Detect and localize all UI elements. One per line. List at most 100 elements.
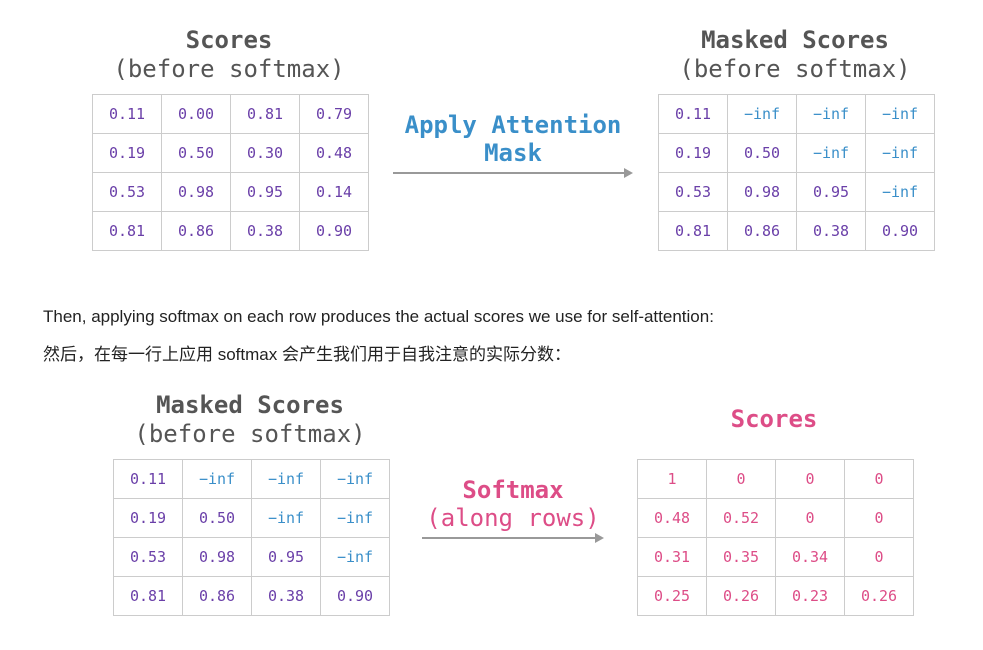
matrix-cell: −inf bbox=[727, 94, 797, 134]
matrix-cell: 0 bbox=[706, 459, 776, 499]
caption-chinese: 然后，在每一行上应用 softmax 会产生我们用于自我注意的实际分数： bbox=[43, 345, 571, 364]
matrix-cell: 0.38 bbox=[796, 211, 866, 251]
matrix-cell: 0.11 bbox=[658, 94, 728, 134]
apply-attention-mask-label: Apply Attention Mask bbox=[383, 111, 643, 167]
top-left-title-text: Scores bbox=[185, 26, 273, 54]
bottom-softmax-scores-matrix: 1 0 0 0 0.48 0.52 0 0 0.31 0.35 0.34 0 0.25 0.26 0.23 0… bbox=[637, 459, 914, 616]
matrix-cell: 0.38 bbox=[251, 576, 321, 616]
matrix-cell: 0.86 bbox=[161, 211, 231, 251]
matrix-cell: 0.53 bbox=[113, 537, 183, 577]
matrix-row: 0.53 0.98 0.95 −inf bbox=[113, 537, 390, 577]
matrix-cell: 0.98 bbox=[727, 172, 797, 212]
top-right-subtitle: (before softmax) bbox=[679, 55, 911, 83]
matrix-cell: 0.98 bbox=[161, 172, 231, 212]
matrix-cell: −inf bbox=[796, 133, 866, 173]
matrix-cell: −inf bbox=[865, 172, 935, 212]
matrix-row: 0.48 0.52 0 0 bbox=[637, 498, 914, 538]
matrix-cell: 0.90 bbox=[299, 211, 369, 251]
matrix-cell: 0.26 bbox=[706, 576, 776, 616]
matrix-cell: −inf bbox=[320, 537, 390, 577]
matrix-cell: 0.26 bbox=[844, 576, 914, 616]
bottom-arrow bbox=[422, 533, 604, 543]
matrix-cell: 0.81 bbox=[230, 94, 300, 134]
softmax-line2: (along rows) bbox=[426, 504, 600, 532]
matrix-cell: 0.53 bbox=[92, 172, 162, 212]
matrix-cell: 0.50 bbox=[727, 133, 797, 173]
matrix-row: 0.19 0.50 −inf −inf bbox=[113, 498, 390, 538]
matrix-cell: 0.79 bbox=[299, 94, 369, 134]
caption-english: Then, applying softmax on each row produ… bbox=[43, 307, 714, 326]
softmax-label: Softmax (along rows) bbox=[403, 476, 623, 532]
matrix-row: 0.53 0.98 0.95 0.14 bbox=[92, 172, 369, 212]
matrix-cell: −inf bbox=[251, 498, 321, 538]
matrix-cell: 0.48 bbox=[299, 133, 369, 173]
matrix-row: 0.11 −inf −inf −inf bbox=[113, 459, 390, 499]
matrix-cell: 0.48 bbox=[637, 498, 707, 538]
matrix-row: 0.53 0.98 0.95 −inf bbox=[658, 172, 935, 212]
top-right-title-text: Masked Scores bbox=[701, 26, 889, 54]
bottom-left-title-text: Masked Scores bbox=[156, 391, 344, 419]
matrix-cell: −inf bbox=[865, 94, 935, 134]
matrix-cell: 0.14 bbox=[299, 172, 369, 212]
matrix-cell: 0.53 bbox=[658, 172, 728, 212]
matrix-cell: 0.34 bbox=[775, 537, 845, 577]
matrix-cell: 0 bbox=[775, 459, 845, 499]
matrix-cell: 0.81 bbox=[113, 576, 183, 616]
matrix-cell: 0.95 bbox=[230, 172, 300, 212]
matrix-cell: 0.81 bbox=[92, 211, 162, 251]
bottom-left-title: Masked Scores (before softmax) bbox=[113, 391, 387, 449]
matrix-cell: 0 bbox=[844, 537, 914, 577]
matrix-cell: 0 bbox=[844, 459, 914, 499]
matrix-cell: 0.25 bbox=[637, 576, 707, 616]
matrix-cell: 0.90 bbox=[320, 576, 390, 616]
matrix-cell: 0.90 bbox=[865, 211, 935, 251]
matrix-cell: 0.19 bbox=[113, 498, 183, 538]
top-left-subtitle: (before softmax) bbox=[113, 55, 345, 83]
matrix-cell: 0.38 bbox=[230, 211, 300, 251]
matrix-cell: 0 bbox=[844, 498, 914, 538]
matrix-cell: 0.00 bbox=[161, 94, 231, 134]
matrix-cell: 0.11 bbox=[113, 459, 183, 499]
matrix-cell: −inf bbox=[182, 459, 252, 499]
matrix-cell: −inf bbox=[865, 133, 935, 173]
softmax-line1: Softmax bbox=[462, 476, 564, 504]
top-arrow bbox=[393, 168, 633, 178]
bottom-right-title: Scores bbox=[637, 405, 911, 434]
matrix-cell: 0.50 bbox=[161, 133, 231, 173]
matrix-row: 0.11 0.00 0.81 0.79 bbox=[92, 94, 369, 134]
matrix-cell: 0.11 bbox=[92, 94, 162, 134]
matrix-cell: 0.81 bbox=[658, 211, 728, 251]
matrix-cell: 1 bbox=[637, 459, 707, 499]
apply-attention-mask-line2: Mask bbox=[484, 139, 542, 167]
matrix-cell: 0.98 bbox=[182, 537, 252, 577]
matrix-cell: 0.19 bbox=[658, 133, 728, 173]
matrix-cell: −inf bbox=[796, 94, 866, 134]
matrix-row: 0.31 0.35 0.34 0 bbox=[637, 537, 914, 577]
matrix-row: 0.25 0.26 0.23 0.26 bbox=[637, 576, 914, 616]
matrix-row: 0.81 0.86 0.38 0.90 bbox=[113, 576, 390, 616]
matrix-cell: 0.19 bbox=[92, 133, 162, 173]
matrix-cell: 0.95 bbox=[796, 172, 866, 212]
matrix-row: 0.81 0.86 0.38 0.90 bbox=[92, 211, 369, 251]
top-scores-matrix: 0.11 0.00 0.81 0.79 0.19 0.50 0.30 0.48 0.53 0.98… bbox=[92, 94, 369, 251]
matrix-row: 0.11 −inf −inf −inf bbox=[658, 94, 935, 134]
matrix-cell: 0.50 bbox=[182, 498, 252, 538]
matrix-cell: −inf bbox=[320, 459, 390, 499]
top-right-title: Masked Scores (before softmax) bbox=[658, 26, 932, 84]
matrix-row: 0.19 0.50 0.30 0.48 bbox=[92, 133, 369, 173]
matrix-cell: 0 bbox=[775, 498, 845, 538]
top-masked-scores-matrix: 0.11 −inf −inf −inf 0.19 0.50 −inf −inf 0.53 0.98… bbox=[658, 94, 935, 251]
matrix-cell: −inf bbox=[320, 498, 390, 538]
matrix-cell: 0.30 bbox=[230, 133, 300, 173]
matrix-cell: 0.52 bbox=[706, 498, 776, 538]
top-left-title: Scores (before softmax) bbox=[92, 26, 366, 84]
matrix-cell: −inf bbox=[251, 459, 321, 499]
matrix-cell: 0.95 bbox=[251, 537, 321, 577]
matrix-cell: 0.31 bbox=[637, 537, 707, 577]
matrix-row: 0.19 0.50 −inf −inf bbox=[658, 133, 935, 173]
matrix-cell: 0.35 bbox=[706, 537, 776, 577]
apply-attention-mask-line1: Apply Attention bbox=[404, 111, 622, 139]
matrix-cell: 0.23 bbox=[775, 576, 845, 616]
matrix-row: 0.81 0.86 0.38 0.90 bbox=[658, 211, 935, 251]
